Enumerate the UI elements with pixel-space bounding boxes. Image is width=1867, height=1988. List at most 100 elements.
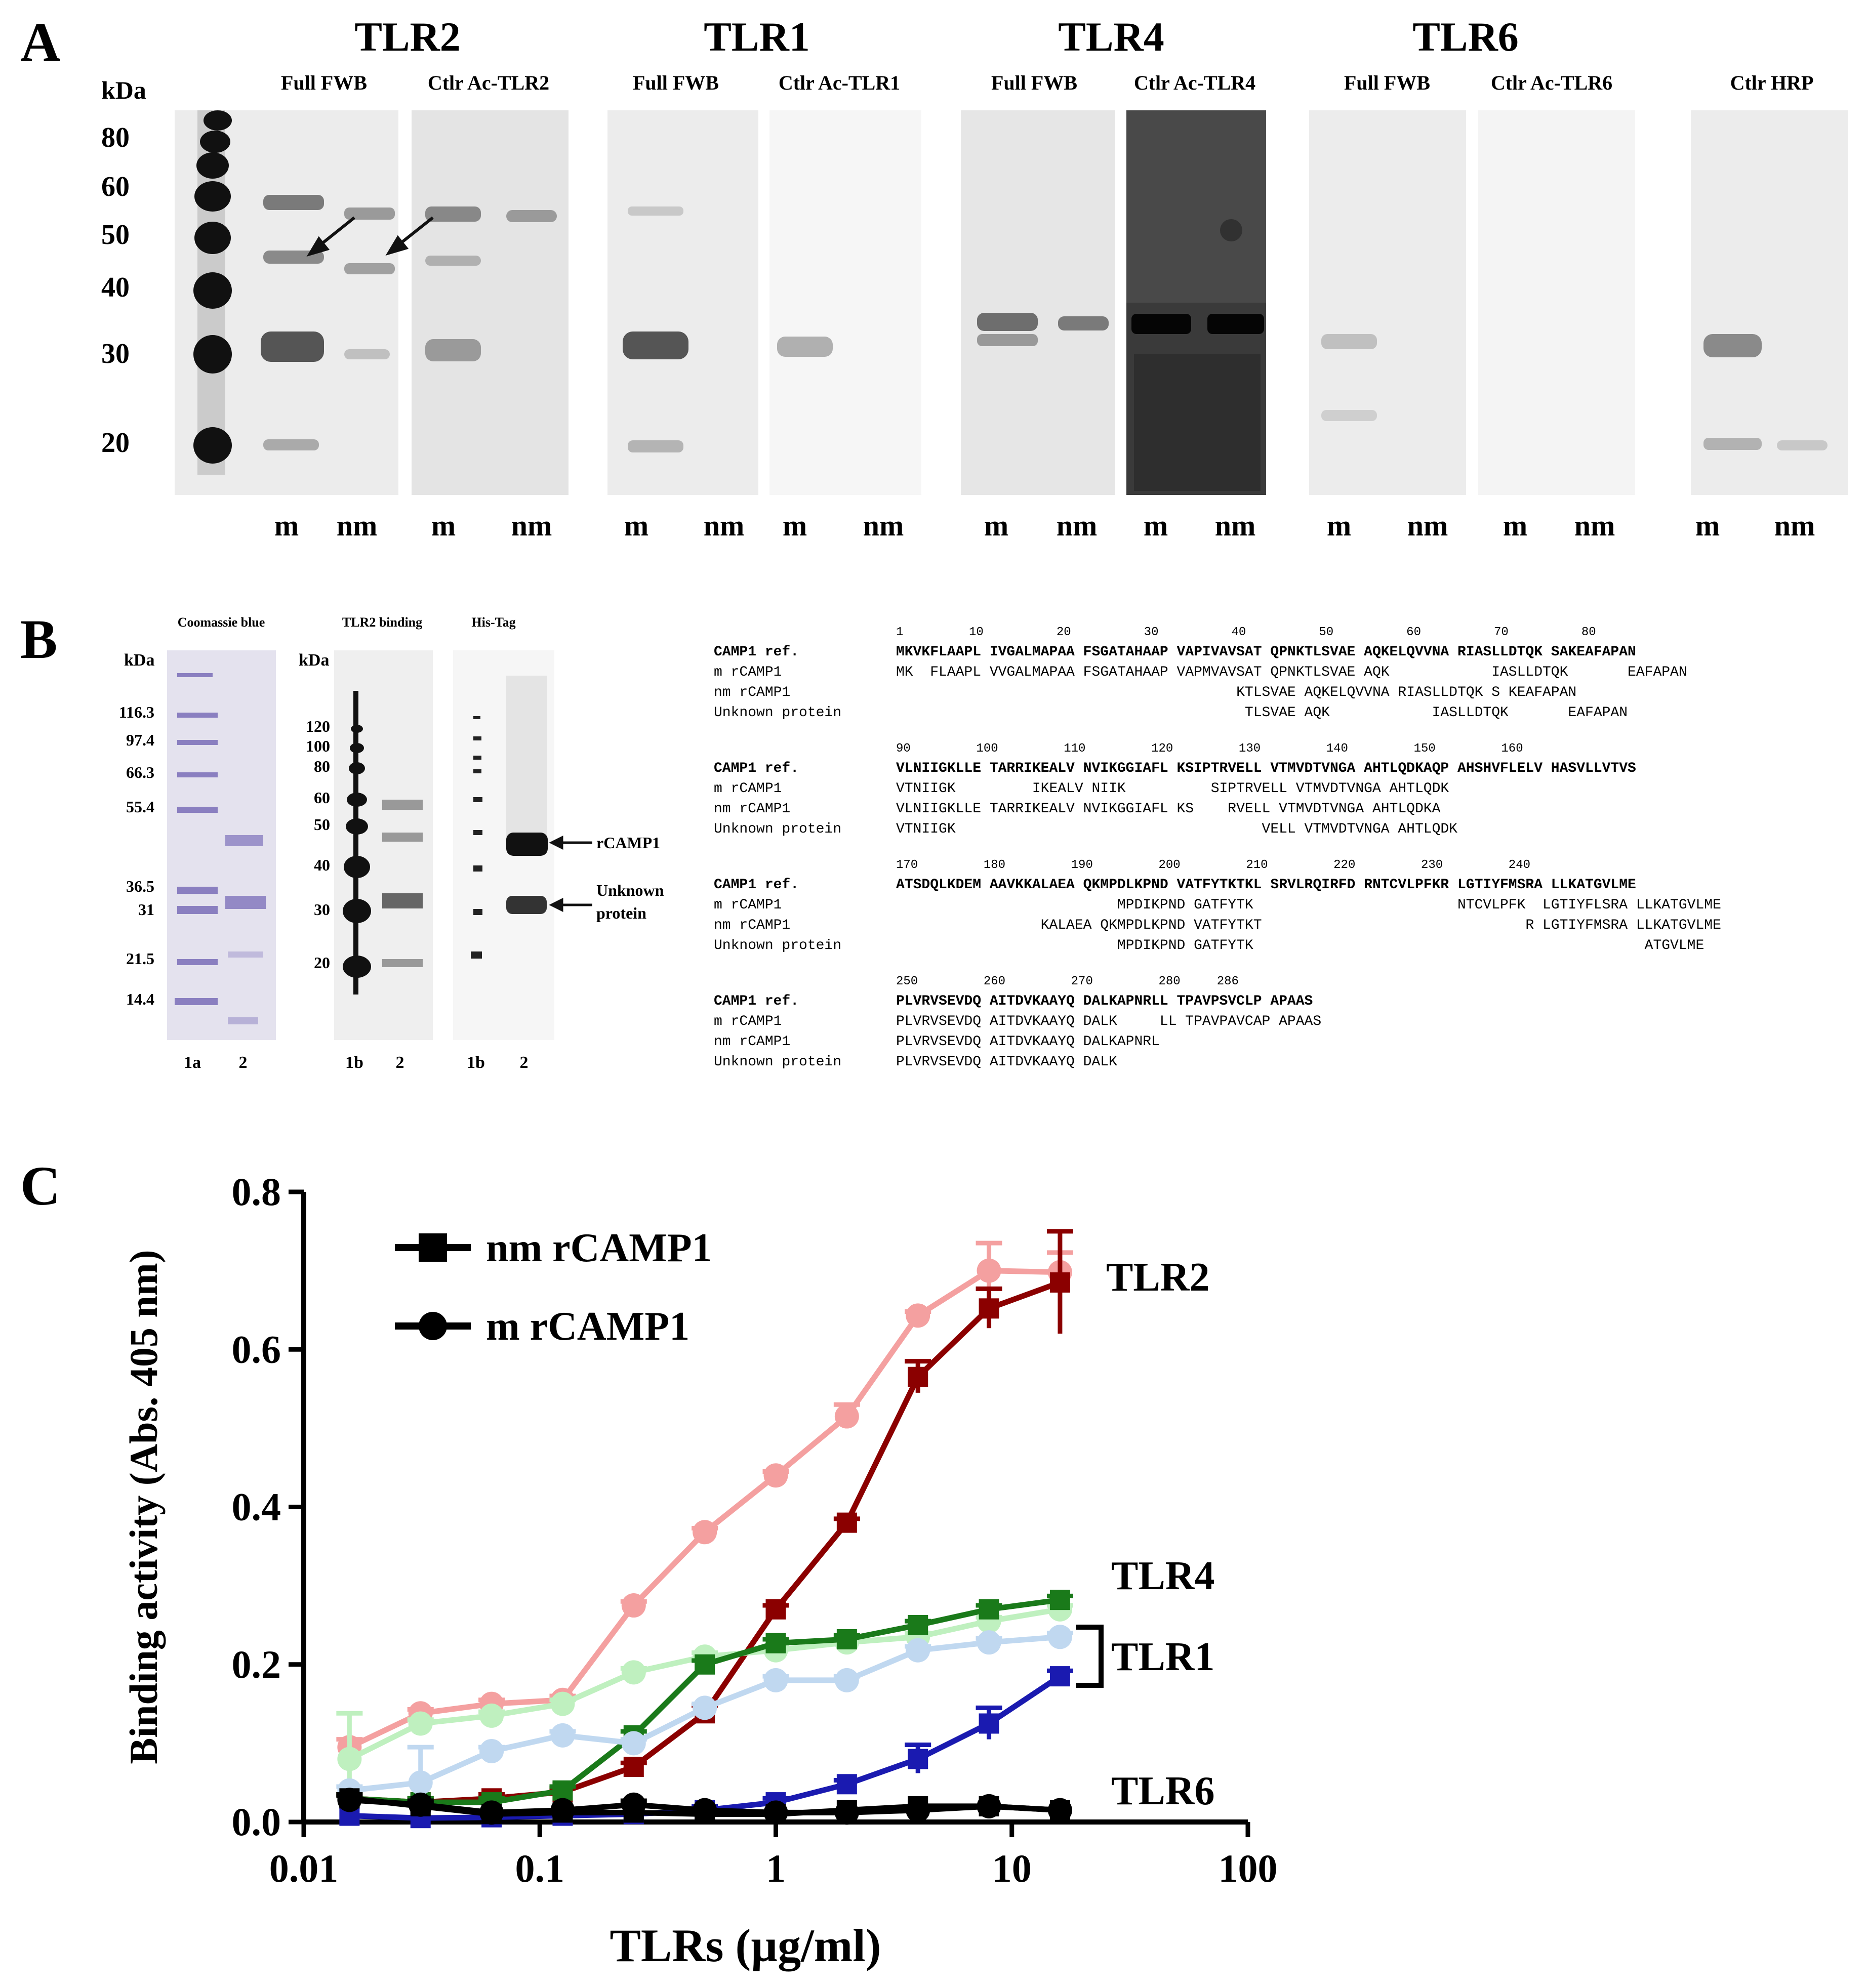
x-tick-label: 0.1 [515,1846,565,1890]
marker-label: 20 [314,954,330,972]
lane-labels: m nm m nm m nm m nm m nm m nm m nm m nm … [274,509,1815,542]
data-point [693,1520,717,1545]
subtitle-full-fwb: Full FWB [281,71,367,94]
data-point [906,1303,930,1328]
blot-tlr2-ctrl [412,110,569,495]
ladder-band [344,856,370,878]
histag-ladder [471,716,482,959]
group-title-tlr1: TLR1 [704,14,810,60]
alignment-position-numbers: 170 180 190 200 210 220 230 240 [896,858,1530,872]
alignment-position-numbers: 1 10 20 30 40 50 60 70 80 [896,626,1596,639]
alignment-row-seq: ATSDQLKDEM AAVKKALAEA QKMPDLKPND VATFYTK… [896,877,1636,893]
blot-texture [1134,354,1261,491]
lane-label: 2 [396,1053,404,1072]
band [175,998,218,1005]
panel-a-letter: A [20,11,60,73]
marker-label: 66.3 [126,763,154,781]
blot-tlr4-ctrl [1126,110,1266,495]
alignment-row-seq: VLNIIGKLLE TARRIKEALV NVIKGGIAFL KS RVEL… [896,801,1441,817]
data-point [479,1738,504,1763]
arrow-head-icon [306,236,330,257]
data-point [908,1366,928,1387]
group-title-tlr4: TLR4 [1058,14,1164,60]
marker-label: 14.4 [126,990,154,1008]
ladder-band [473,736,481,740]
blot-spot [1220,219,1242,241]
alignment-row-seq: MKVKFLAAPL IVGALMAPAA FSGATAHAAP VAPIVAV… [896,644,1636,660]
series-label: TLR4 [1111,1554,1215,1598]
ladder-band [194,181,231,212]
series-tlr6-nm-rcamp1 [336,1788,1070,1825]
band [1321,334,1377,349]
sequence-alignment: 1 10 20 30 40 50 60 70 80 CAMP1 ref. MKV… [714,626,1721,1070]
band [1703,334,1762,357]
tlr2-ladder [343,691,371,995]
legend-label: m rCAMP1 [486,1304,689,1349]
band [1058,316,1109,330]
alignment-row-label: m rCAMP1 [714,897,782,913]
kda-label: kDa [299,651,329,670]
data-point [621,1593,646,1618]
band [506,210,557,222]
alignment-row-seq: MK FLAAPL VVGALMAPAA FSGATAHAAP VAPMVAVS… [896,665,1687,680]
coomassie-bands [175,673,266,1024]
data-point [339,1788,360,1809]
alignment-row-label: Unknown protein [714,938,841,954]
band [382,959,423,967]
alignment-row-seq: KTLSVAE AQKELQVVNA RIASLLDTQK S KEAFAPAN [896,685,1576,700]
legend: nm rCAMP1 m rCAMP1 [395,1226,712,1349]
lane-label-nm: nm [1774,509,1815,542]
lane-label-nm: nm [1574,509,1615,542]
data-point [337,1747,362,1771]
histag-sample [506,676,548,914]
histag-arrow-labels: rCAMP1 Unknown protein [596,834,664,922]
marker-label: 80 [314,757,330,775]
data-point [408,1711,433,1736]
alignment-row-seq: PLVRVSEVDQ AITDVKAAYQ DALK LL TPAVPAVCAP… [896,1014,1321,1029]
group-title-tlr2: TLR2 [354,14,461,60]
alignment-row-label: Unknown protein [714,1054,841,1070]
ladder-band [473,830,482,835]
legend-label: nm rCAMP1 [486,1226,712,1270]
ladder-band [350,743,364,753]
alignment-row-label: Unknown protein [714,705,841,721]
subtitle-ctlr-ac: Ctlr Ac-TLR1 [779,71,900,94]
band [177,713,218,718]
data-point [834,1404,859,1429]
lane-label-nm: nm [1407,509,1448,542]
alignment-row-seq: MPDIKPND GATFYTK NTCVLPFK LGTIYFLSRA LLK… [896,897,1721,913]
arrow-head-icon [549,897,563,913]
band-unknown [506,896,547,914]
alignment-row-label: nm rCAMP1 [714,918,790,933]
blot-tlr4-full [961,110,1115,495]
ladder-band [473,865,482,872]
alignment-row-label: nm rCAMP1 [714,1034,790,1050]
ladder-band [200,131,230,153]
y-tick-label: 0.0 [232,1800,281,1844]
panel-b: B Coomassie blue TLR2 binding His-Tag kD… [20,608,1721,1072]
ladder-band [193,335,232,374]
blot-tlr1-ctrl [769,110,921,495]
lane-label-nm: nm [337,509,378,542]
data-point [1049,1800,1070,1820]
ladder-band [196,152,229,179]
subtitle-full-fwb: Full FWB [991,71,1077,94]
band [425,339,481,361]
panel-a: A kDa 80 60 50 40 30 20 TLR2 TLR1 TLR4 T… [20,11,1848,542]
subtitle-ctlr-ac: Ctlr Ac-TLR2 [428,71,549,94]
data-point [979,1599,999,1620]
marker-label: 100 [306,737,330,755]
legend-marker [419,1312,447,1340]
band [177,959,218,965]
sample-smear [506,676,547,848]
data-point [979,1796,999,1816]
data-point [977,1630,1001,1655]
ladder-band [347,793,367,807]
alignment-row-label: CAMP1 ref. [714,761,799,776]
y-axis-label: Binding activity (Abs. 405 nm) [121,1250,166,1764]
x-tick-label: 0.01 [269,1846,339,1890]
ladder-band [204,110,232,131]
band [628,206,683,216]
